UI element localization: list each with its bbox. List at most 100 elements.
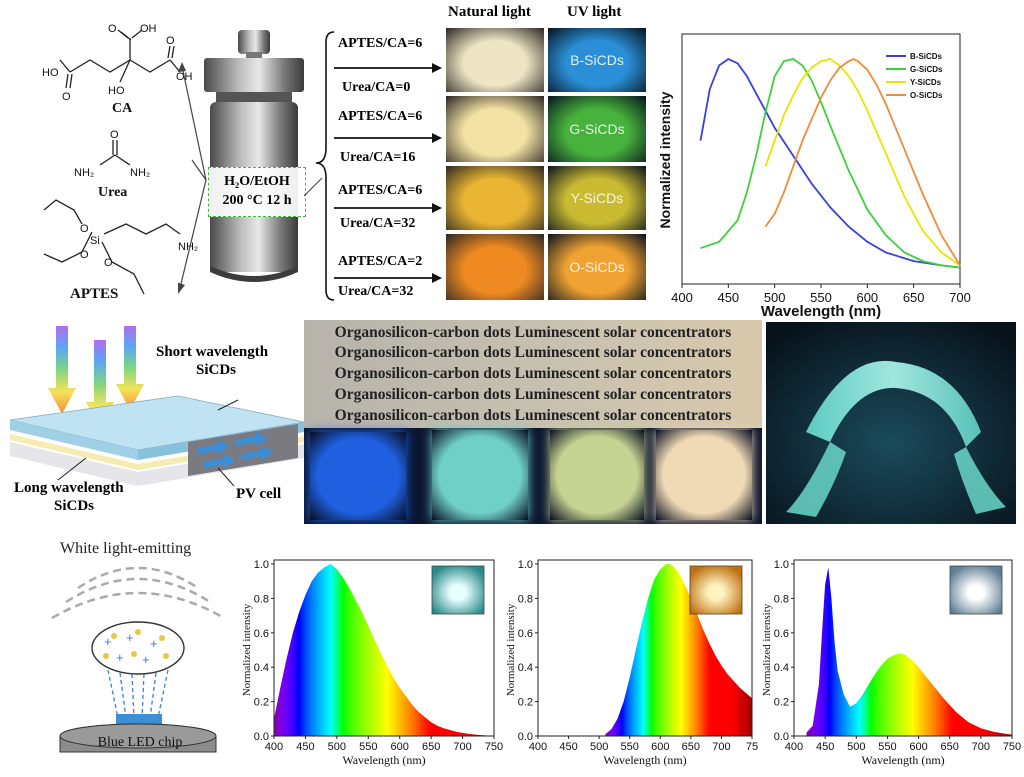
ca-o-top: O [108,23,117,35]
spectrum-ytick-label: 0.2 [254,697,269,709]
spectrum-2-inset-photo [689,565,743,615]
flexible-film-photo [766,322,1016,524]
reactor-conditions-box: H₂O/EtOH 200 °C 12 h [208,167,306,217]
spectrum-xtick-label: 750 [485,741,503,753]
citric-acid-structure [59,29,181,89]
molecule-structures: HO O O OH HO O OH CA O NH₂ NH₂ Urea O Si… [42,23,198,302]
spectrum-ytick-label: 0.8 [254,593,269,605]
svg-text:+: + [116,650,124,665]
aptes-structure [43,199,181,295]
spectrum-xtick-label: 650 [422,741,440,753]
spectrum-xtick-label: 450 [296,741,314,753]
pl-xtick-label: 650 [903,290,925,305]
spectrum-ytick-label: 0.4 [774,662,789,674]
lsc-films-photo: Organosilicon-carbon dots Luminescent so… [304,320,762,524]
spectrum-2-xlabel: Wavelength (nm) [603,753,686,767]
ca-label: CA [112,101,133,116]
spectrum-3-inset-photo [949,565,1003,615]
long-wavelength-label-1: Long wavelength [14,480,124,496]
lsc-film-green [432,430,528,520]
aptes-o-bottom: O [104,257,113,269]
spectrum-xtick-label: 450 [559,741,577,753]
lsc-text-backdrop [304,320,762,428]
condition-1-urea: Urea/CA=0 [342,80,411,95]
spectrum-xtick-label: 600 [651,741,669,753]
pl-legend-label: B-SiCDs [910,52,943,61]
pl-series-O-SiCDs [764,58,961,266]
spectrum-xtick-label: 650 [941,741,959,753]
svg-text:+: + [142,652,150,667]
lsc-text-line-5: Organosilicon-carbon dots Luminescent so… [334,407,732,424]
svg-text:+: + [104,634,112,649]
pl-plot-frame [681,33,961,285]
spectrum-ytick-label: 0.4 [254,662,269,674]
urea-nh2-right: NH₂ [130,167,150,179]
pl-series-group [699,57,961,269]
pl-ylabel: Normalized intensity [657,91,673,228]
pl-legend-label: G-SiCDs [910,65,943,74]
spectrum-xtick-label: 400 [265,741,283,753]
pl-series-B-SiCDs [699,57,961,269]
spectrum-1-area [274,564,494,736]
natural-photo-4 [446,234,544,300]
aptes-o-left: O [80,249,89,261]
spectrum-ytick-label: 0.0 [518,731,533,743]
spectrum-3-xlabel: Wavelength (nm) [861,753,944,767]
blue-emission-lines [107,669,169,719]
spectrum-xtick-label: 700 [972,741,990,753]
condition-3-aptes: APTES/CA=6 [338,183,423,198]
spectrum-ytick-label: 0.0 [254,731,269,743]
spectrum-xtick-label: 550 [878,741,896,753]
spectrum-xtick-label: 700 [453,741,471,753]
pl-legend-label: Y-SiCDs [910,78,942,87]
spectrum-xtick-label: 450 [816,741,834,753]
spectrum-xtick-label: 500 [328,741,346,753]
spectrum-xtick-label: 700 [712,741,730,753]
spectrum-xtick-label: 400 [785,741,803,753]
natural-photo-2 [446,96,544,162]
blue-led-chip-label: Blue LED chip [97,735,183,750]
spectrum-ytick-label: 0.6 [254,628,269,640]
uv-photo-2: G-SiCDs [548,96,646,162]
pl-legend-group: B-SiCDs G-SiCDs Y-SiCDs O-SiCDs [886,52,943,100]
short-wavelength-label-1: Short wavelength [156,344,269,360]
lsc-text-line-2: Organosilicon-carbon dots Luminescent so… [334,344,732,361]
natural-photo-1 [446,28,544,92]
spectrum-xtick-label: 500 [590,741,608,753]
spectrum-2-area [605,564,752,736]
aptes-si: Si [90,235,100,247]
ca-o-right: O [166,35,175,47]
condition-1-aptes: APTES/CA=6 [338,36,423,51]
spectrum-xtick-label: 550 [621,741,639,753]
wled-schematic: + + ++ + [51,566,225,753]
lsc-text-line-1: Organosilicon-carbon dots Luminescent so… [334,324,732,341]
uv-photo-2-label: G-SiCDs [569,121,625,137]
spectrum-ytick-label: 1.0 [254,559,269,571]
condition-2-urea: Urea/CA=16 [340,150,416,165]
urea-structure [99,140,131,166]
spectrum-xtick-label: 750 [1003,741,1021,753]
spectrum-ytick-label: 0.8 [518,593,533,605]
spectrum-1-xlabel: Wavelength (nm) [342,753,425,767]
spectrum-3-ylabel: Normalized intensity [761,603,773,696]
condition-3-urea: Urea/CA=32 [340,216,416,231]
spectrum-1-ylabel: Normalized intensity [241,603,253,696]
spectrum-xtick-label: 600 [391,741,409,753]
spectrum-xtick-label: 400 [529,741,547,753]
uv-photo-3: Y-SiCDs [548,166,646,230]
spectrum-ytick-label: 0.2 [774,697,789,709]
pl-xtick-label: 700 [949,290,971,305]
spectrum-xtick-label: 550 [359,741,377,753]
lsc-text-line-4: Organosilicon-carbon dots Luminescent so… [334,386,732,403]
svg-text:+: + [126,630,134,645]
pl-xtick-label: 400 [671,290,693,305]
spectrum-ytick-label: 0.0 [774,731,789,743]
ca-o-left: O [62,91,71,103]
spectrum-1-inset-photo [431,565,485,615]
spectrum-xtick-label: 600 [909,741,927,753]
spectrum-xtick-label: 650 [682,741,700,753]
long-wavelength-label-2: SiCDs [54,498,95,514]
condition-bracket [304,31,442,301]
lsc-schematic [9,326,305,487]
pl-ticks-group: 400 450 500 550 600 650 700 [671,284,971,305]
